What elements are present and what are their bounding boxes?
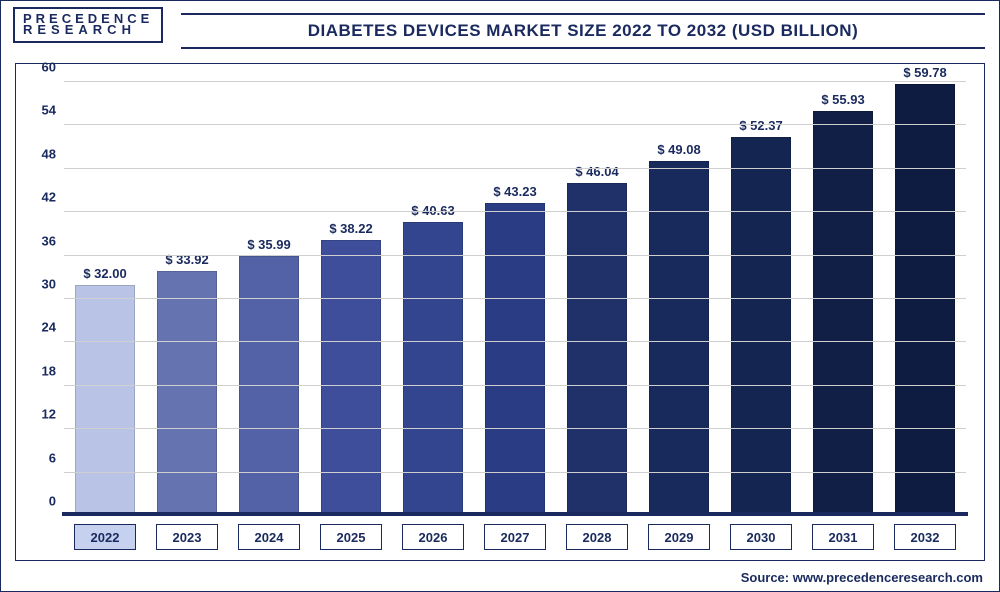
gridline <box>64 255 966 256</box>
x-axis-cell: 2029 <box>638 522 720 552</box>
bar <box>321 240 380 516</box>
x-axis-cell: 2027 <box>474 522 556 552</box>
x-axis-cell: 2022 <box>64 522 146 552</box>
x-axis-cell: 2028 <box>556 522 638 552</box>
y-axis-tick: 30 <box>26 277 56 292</box>
x-axis-label: 2032 <box>894 524 956 550</box>
bar-slot: $ 32.00 <box>64 82 146 516</box>
x-axis-cell: 2030 <box>720 522 802 552</box>
y-axis-tick: 0 <box>26 494 56 509</box>
gridline <box>64 124 966 125</box>
bar-value-label: $ 35.99 <box>247 237 290 252</box>
x-axis-cell: 2031 <box>802 522 884 552</box>
logo-line2: RESEARCH <box>23 24 153 35</box>
y-axis-tick: 48 <box>26 146 56 161</box>
gridline <box>64 298 966 299</box>
x-axis-label: 2026 <box>402 524 464 550</box>
y-axis-tick: 6 <box>26 450 56 465</box>
x-axis-label: 2025 <box>320 524 382 550</box>
y-axis-tick: 54 <box>26 103 56 118</box>
x-axis-cell: 2032 <box>884 522 966 552</box>
chart-title: DIABETES DEVICES MARKET SIZE 2022 TO 203… <box>308 21 859 41</box>
x-axis-baseline <box>62 512 968 516</box>
bar-slot: $ 46.04 <box>556 82 638 516</box>
brand-logo: PRECEDENCE RESEARCH <box>13 7 163 43</box>
bar-slot: $ 35.99 <box>228 82 310 516</box>
bar <box>731 137 790 516</box>
x-axis-cell: 2025 <box>310 522 392 552</box>
x-axis-label: 2022 <box>74 524 136 550</box>
chart-container: PRECEDENCE RESEARCH DIABETES DEVICES MAR… <box>0 0 1000 592</box>
y-axis-tick: 24 <box>26 320 56 335</box>
y-axis-tick: 42 <box>26 190 56 205</box>
gridline <box>64 168 966 169</box>
y-axis-tick: 36 <box>26 233 56 248</box>
x-axis-label: 2030 <box>730 524 792 550</box>
bar <box>239 256 298 516</box>
bar-slot: $ 40.63 <box>392 82 474 516</box>
chart-frame: $ 32.00 $ 33.92 $ 35.99 $ 38.22 $ 40.63 $ 43.… <box>15 63 985 561</box>
bar-value-label: $ 55.93 <box>821 92 864 107</box>
bar-slot: $ 38.22 <box>310 82 392 516</box>
x-axis-label: 2024 <box>238 524 300 550</box>
bar <box>75 285 134 516</box>
bar-value-label: $ 38.22 <box>329 221 372 236</box>
bar-value-label: $ 59.78 <box>903 65 946 80</box>
bar-value-label: $ 49.08 <box>657 142 700 157</box>
bar-slot: $ 49.08 <box>638 82 720 516</box>
bar-slot: $ 43.23 <box>474 82 556 516</box>
bar <box>485 203 544 516</box>
bar-value-label: $ 46.04 <box>575 164 618 179</box>
x-axis-label: 2027 <box>484 524 546 550</box>
bars-row: $ 32.00 $ 33.92 $ 35.99 $ 38.22 $ 40.63 $ 43.… <box>64 82 966 516</box>
gridline <box>64 211 966 212</box>
bar <box>895 84 954 516</box>
y-axis-tick: 60 <box>26 60 56 75</box>
gridline <box>64 472 966 473</box>
x-axis-label: 2028 <box>566 524 628 550</box>
bar-value-label: $ 43.23 <box>493 184 536 199</box>
gridline <box>64 428 966 429</box>
source-attribution: Source: www.precedenceresearch.com <box>741 570 983 585</box>
title-bar: DIABETES DEVICES MARKET SIZE 2022 TO 203… <box>181 13 985 49</box>
x-axis-label: 2031 <box>812 524 874 550</box>
gridline <box>64 385 966 386</box>
y-axis-tick: 12 <box>26 407 56 422</box>
bar <box>157 271 216 516</box>
bar-value-label: $ 32.00 <box>83 266 126 281</box>
gridline <box>64 81 966 82</box>
plot-area: $ 32.00 $ 33.92 $ 35.99 $ 38.22 $ 40.63 $ 43.… <box>64 82 966 516</box>
bar-value-label: $ 52.37 <box>739 118 782 133</box>
x-axis-label: 2023 <box>156 524 218 550</box>
gridline <box>64 341 966 342</box>
x-axis-cell: 2023 <box>146 522 228 552</box>
y-axis-tick: 18 <box>26 363 56 378</box>
x-axis-label: 2029 <box>648 524 710 550</box>
bar-slot: $ 33.92 <box>146 82 228 516</box>
x-axis-cell: 2026 <box>392 522 474 552</box>
bar-slot: $ 55.93 <box>802 82 884 516</box>
bar-slot: $ 59.78 <box>884 82 966 516</box>
bar <box>649 161 708 516</box>
x-axis-labels: 2022 2023 2024 2025 2026 2027 2028 2029 2030 2031… <box>64 522 966 552</box>
bar-slot: $ 52.37 <box>720 82 802 516</box>
bar <box>567 183 626 516</box>
bar <box>813 111 872 516</box>
x-axis-cell: 2024 <box>228 522 310 552</box>
